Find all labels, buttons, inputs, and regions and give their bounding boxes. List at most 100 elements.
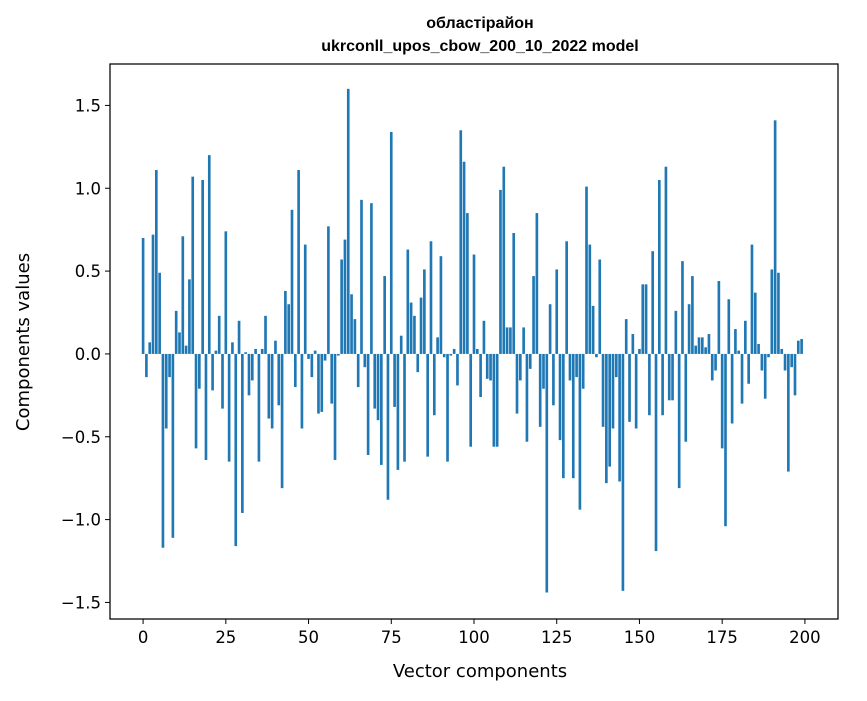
bar xyxy=(770,269,774,354)
x-tick-label: 0 xyxy=(138,628,149,647)
bar xyxy=(456,353,459,386)
bar xyxy=(380,353,383,465)
bar xyxy=(485,353,489,379)
bar xyxy=(710,353,714,381)
bar xyxy=(234,353,238,547)
bar xyxy=(274,340,277,354)
bar xyxy=(419,297,423,354)
bar xyxy=(796,340,800,354)
bar xyxy=(704,347,707,354)
bar xyxy=(452,348,456,354)
bar xyxy=(691,276,694,354)
bar xyxy=(651,251,655,354)
bar xyxy=(598,259,602,354)
bar xyxy=(436,337,439,354)
bar xyxy=(472,254,476,354)
bar xyxy=(562,353,565,479)
bar xyxy=(720,353,724,449)
bar xyxy=(181,236,185,354)
bar xyxy=(783,353,787,371)
bar xyxy=(687,304,691,354)
bar xyxy=(661,353,664,416)
bar xyxy=(184,345,188,354)
bar xyxy=(674,310,678,354)
bar xyxy=(522,327,525,354)
bar xyxy=(353,319,357,354)
bar xyxy=(697,337,701,354)
x-tick-label: 200 xyxy=(789,628,821,647)
bar xyxy=(270,353,274,429)
bar xyxy=(548,304,552,354)
bar xyxy=(763,353,767,399)
x-axis-label: Vector components xyxy=(393,661,567,682)
bar xyxy=(155,170,158,354)
bar xyxy=(793,353,797,396)
bar xyxy=(624,319,628,354)
bar xyxy=(386,353,390,500)
bar xyxy=(330,353,334,404)
bar xyxy=(340,259,343,354)
bar xyxy=(207,155,211,354)
bar xyxy=(634,353,638,429)
bar xyxy=(360,199,363,354)
bar xyxy=(528,353,532,369)
bar xyxy=(323,353,327,361)
bar xyxy=(618,353,621,482)
bar xyxy=(327,226,330,354)
bar xyxy=(260,348,264,354)
y-tick-label: 1.5 xyxy=(75,96,101,115)
bar xyxy=(747,353,750,384)
bar xyxy=(565,241,568,354)
chart-title: областірайон xyxy=(426,15,533,32)
bar xyxy=(611,353,615,429)
bar xyxy=(515,353,519,414)
bar xyxy=(406,249,410,354)
bar xyxy=(148,342,152,354)
bar xyxy=(320,353,324,412)
bar xyxy=(595,353,598,358)
bar xyxy=(293,353,297,388)
bar xyxy=(403,353,406,462)
bar xyxy=(790,353,793,368)
y-tick-label: 0.5 xyxy=(75,262,101,281)
x-tick-label: 175 xyxy=(706,628,738,647)
bar xyxy=(760,353,764,371)
bar xyxy=(605,353,608,484)
bar xyxy=(413,315,416,354)
bar xyxy=(313,350,317,354)
bar xyxy=(482,320,486,354)
chart-subtitle: ukrconll_upos_cbow_200_10_2022 model xyxy=(321,38,638,55)
bar xyxy=(161,353,165,548)
bar xyxy=(168,353,171,378)
bar xyxy=(621,353,625,591)
bar xyxy=(744,320,747,354)
bar xyxy=(519,353,522,381)
bar xyxy=(333,353,337,460)
bar xyxy=(204,353,208,460)
bar xyxy=(178,332,181,354)
bar xyxy=(267,353,271,419)
bar xyxy=(366,353,370,455)
bar xyxy=(409,302,413,354)
bar xyxy=(773,120,777,354)
bar xyxy=(694,345,698,354)
bar xyxy=(631,334,635,354)
x-tick-label: 100 xyxy=(458,628,490,647)
x-tick-label: 50 xyxy=(298,628,319,647)
bar xyxy=(164,353,168,429)
bar xyxy=(512,232,516,354)
y-axis-label: Components values xyxy=(13,253,34,431)
bar xyxy=(525,353,529,442)
bar xyxy=(568,353,572,381)
bar xyxy=(555,269,559,354)
bar xyxy=(174,310,178,354)
bar xyxy=(356,353,360,388)
bar xyxy=(740,353,744,404)
y-tick-label: 0.0 xyxy=(75,345,101,364)
bar xyxy=(350,294,353,354)
bar xyxy=(254,348,257,354)
bar xyxy=(667,353,671,401)
bar xyxy=(307,353,310,359)
